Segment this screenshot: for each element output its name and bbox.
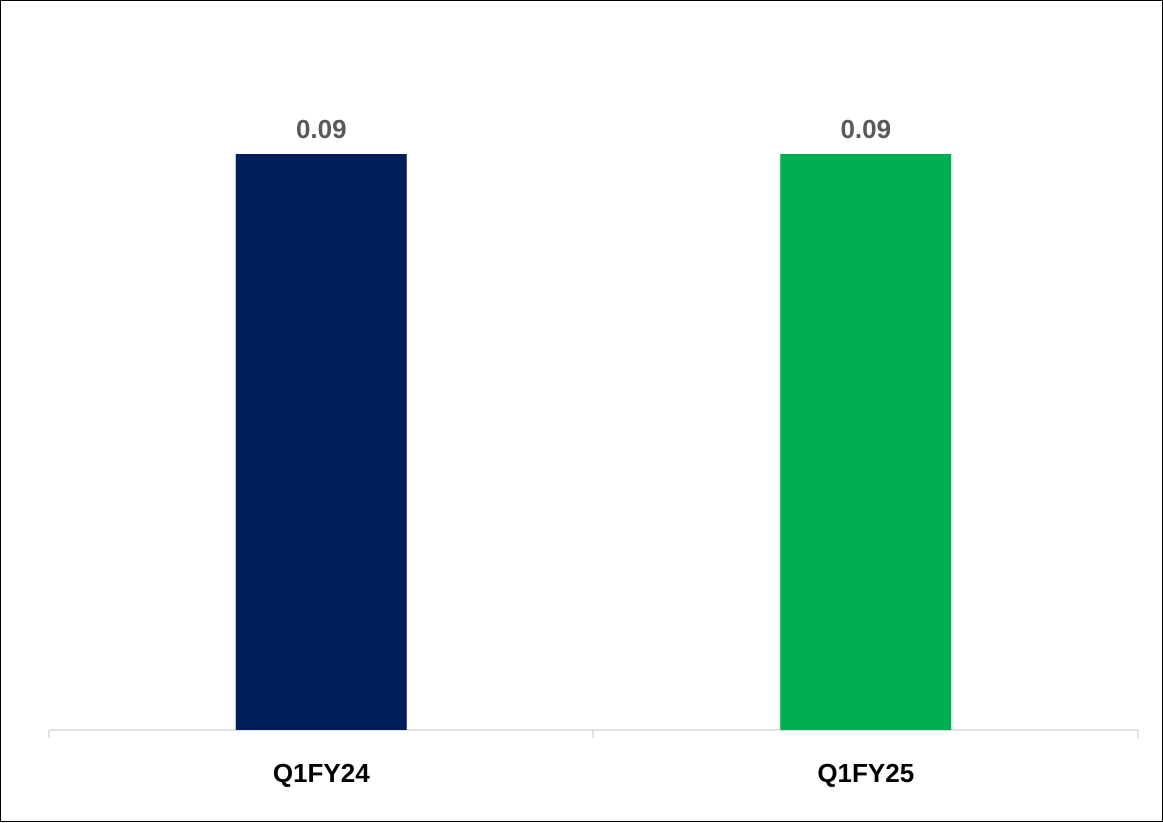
data-label-q1fy24: 0.09 xyxy=(296,114,347,144)
bar-q1fy25 xyxy=(780,154,952,730)
x-tick-label-q1fy25: Q1FY25 xyxy=(817,758,914,788)
data-label-q1fy25: 0.09 xyxy=(840,114,891,144)
bar-q1fy24 xyxy=(235,154,407,730)
x-tick-label-q1fy24: Q1FY24 xyxy=(273,758,370,788)
